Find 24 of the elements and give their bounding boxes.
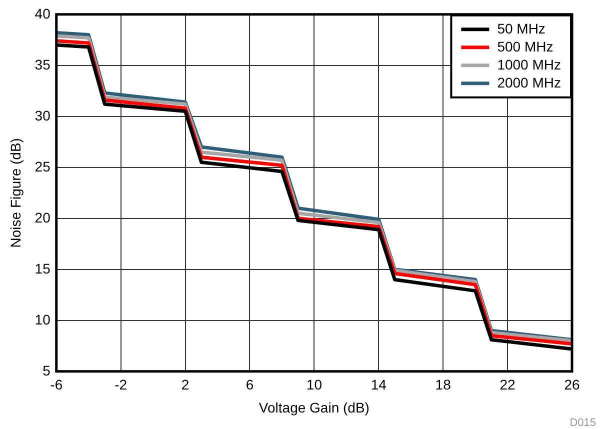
x-tick-label: 14 [370,376,387,393]
y-tick-label: 35 [34,56,51,72]
legend-label: 500 MHz [497,38,554,54]
y-tick-label: 10 [34,311,51,328]
x-tick-label: -6 [50,376,63,393]
x-tick-label: 22 [500,376,516,393]
y-axis-title: Noise Figure (dB) [7,138,24,248]
x-tick-label: 26 [564,376,580,393]
y-tick-label: 30 [34,107,51,124]
x-axis-title: Voltage Gain (dB) [258,399,370,416]
y-tick-label: 15 [34,260,51,276]
x-tick-label: 2 [181,376,190,393]
legend-label: 1000 MHz [497,56,562,72]
legend-label: 50 MHz [497,20,546,36]
y-tick-label: 20 [34,209,51,226]
y-tick-label: 25 [34,158,51,174]
legend-label: 2000 MHz [497,74,562,90]
y-tick-label: 5 [42,362,51,378]
y-tick-label: 40 [34,5,51,22]
text: D015 [570,417,596,429]
x-tick-label: -2 [114,376,128,393]
x-tick-label: 18 [435,376,452,393]
x-tick-label: 10 [306,376,322,393]
x-tick-label: 6 [246,376,254,393]
